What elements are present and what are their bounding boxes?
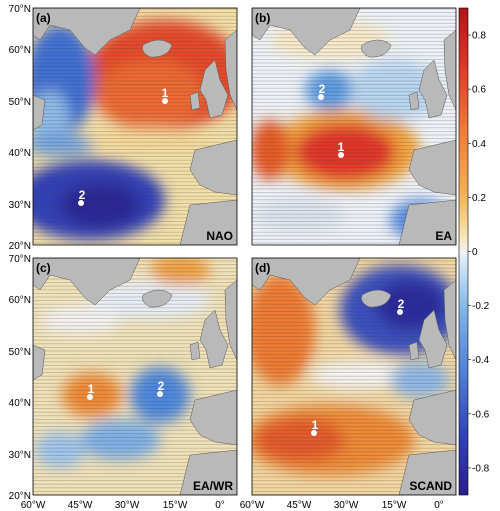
panel-b-point-1-marker <box>338 152 344 158</box>
panel-d-point-2-marker <box>397 309 403 315</box>
panel-b-point-2-label: 2 <box>319 82 326 96</box>
lat-label: 20°N <box>9 491 31 502</box>
colorbar-tick-label: 0.6 <box>472 85 486 96</box>
panel-a-tag: (a) <box>36 11 51 25</box>
panel-b-point-2-marker <box>318 94 324 100</box>
panel-b-tag: (b) <box>255 11 270 25</box>
panel-b-point-1-label: 1 <box>338 140 345 154</box>
colorbar-tick-label: 0.2 <box>472 193 486 204</box>
panel-b: (b) EA 1 2 <box>251 7 457 246</box>
colorbar-tick-label: -0.4 <box>472 355 490 366</box>
lat-label: 20°N <box>9 241 31 252</box>
lat-label: 60°N <box>9 295 31 306</box>
lat-label-top: 70°N <box>9 4 31 15</box>
panel-c-field <box>33 258 237 495</box>
panel-a: (a) NAO 1 2 <box>32 7 238 246</box>
panel-d-point-1-label: 1 <box>312 418 319 432</box>
lat-label: 40°N <box>9 148 31 159</box>
panel-a-field <box>33 8 237 245</box>
panel-d-tag: (d) <box>255 261 270 275</box>
panel-d-point-2-label: 2 <box>398 297 405 311</box>
colorbar-tick-label: -0.2 <box>472 301 490 312</box>
colorbar-tick-label: -0.8 <box>472 463 490 474</box>
panel-c-point-1-marker <box>87 394 93 400</box>
panel-c-name: EA/WR <box>193 479 233 493</box>
lon-label: 0° <box>215 500 225 511</box>
panel-d-point-1-marker <box>311 430 317 436</box>
lon-label: 30°W <box>334 500 359 511</box>
colorbar-tick-label: -0.6 <box>472 409 490 420</box>
panel-c-point-1-label: 1 <box>88 382 95 396</box>
lon-label: 15°W <box>163 500 188 511</box>
lat-label: 60°N <box>9 45 31 56</box>
panel-a-name: NAO <box>206 229 233 243</box>
colorbar-tick-label: 0 <box>472 247 478 258</box>
panel-d: (d) SCAND 1 2 <box>251 257 457 496</box>
lat-label-top: 70°N <box>9 254 31 265</box>
lon-label: 45°W <box>68 500 93 511</box>
panel-b-field <box>252 8 456 245</box>
lon-label: 60°W <box>21 500 46 511</box>
panel-a-point-2-marker <box>78 200 84 206</box>
colorbar-tick-label: 0.8 <box>472 31 486 42</box>
panel-b-name: EA <box>435 229 452 243</box>
panel-d-name: SCAND <box>409 479 452 493</box>
colorbar-gradient <box>458 7 469 496</box>
panel-a-point-1-marker <box>162 98 168 104</box>
longitude-axis: 60°W 45°W 30°W 15°W 0° 60°W 45°W 30°W 15… <box>21 500 444 511</box>
lat-label: 30°N <box>9 200 31 211</box>
colorbar-tick-label: 0.4 <box>472 139 486 150</box>
colorbar: 0.8 0.6 0.4 0.2 0 -0.2 -0.4 -0.6 -0.8 <box>458 7 490 496</box>
panel-c: (c) EA/WR 1 2 <box>32 257 238 496</box>
lat-label: 50°N <box>9 347 31 358</box>
panel-d-field <box>252 258 456 495</box>
panel-c-tag: (c) <box>36 261 51 275</box>
lon-label: 15°W <box>382 500 407 511</box>
panel-c-point-2-marker <box>157 391 163 397</box>
panel-c-point-2-label: 2 <box>158 379 165 393</box>
colorbar-ticks: 0.8 0.6 0.4 0.2 0 -0.2 -0.4 -0.6 -0.8 <box>468 31 490 474</box>
lon-label: 60°W <box>240 500 265 511</box>
panel-a-point-1-label: 1 <box>162 86 169 100</box>
panel-a-point-2-label: 2 <box>79 188 86 202</box>
lon-label: 0° <box>434 500 444 511</box>
lat-label: 40°N <box>9 398 31 409</box>
lon-label: 45°W <box>287 500 312 511</box>
lat-label: 50°N <box>9 97 31 108</box>
latitude-axis: 70°N 60°N 50°N 40°N 30°N 20°N 70°N 60°N … <box>9 4 31 502</box>
lat-label: 30°N <box>9 450 31 461</box>
lon-label: 30°W <box>115 500 140 511</box>
